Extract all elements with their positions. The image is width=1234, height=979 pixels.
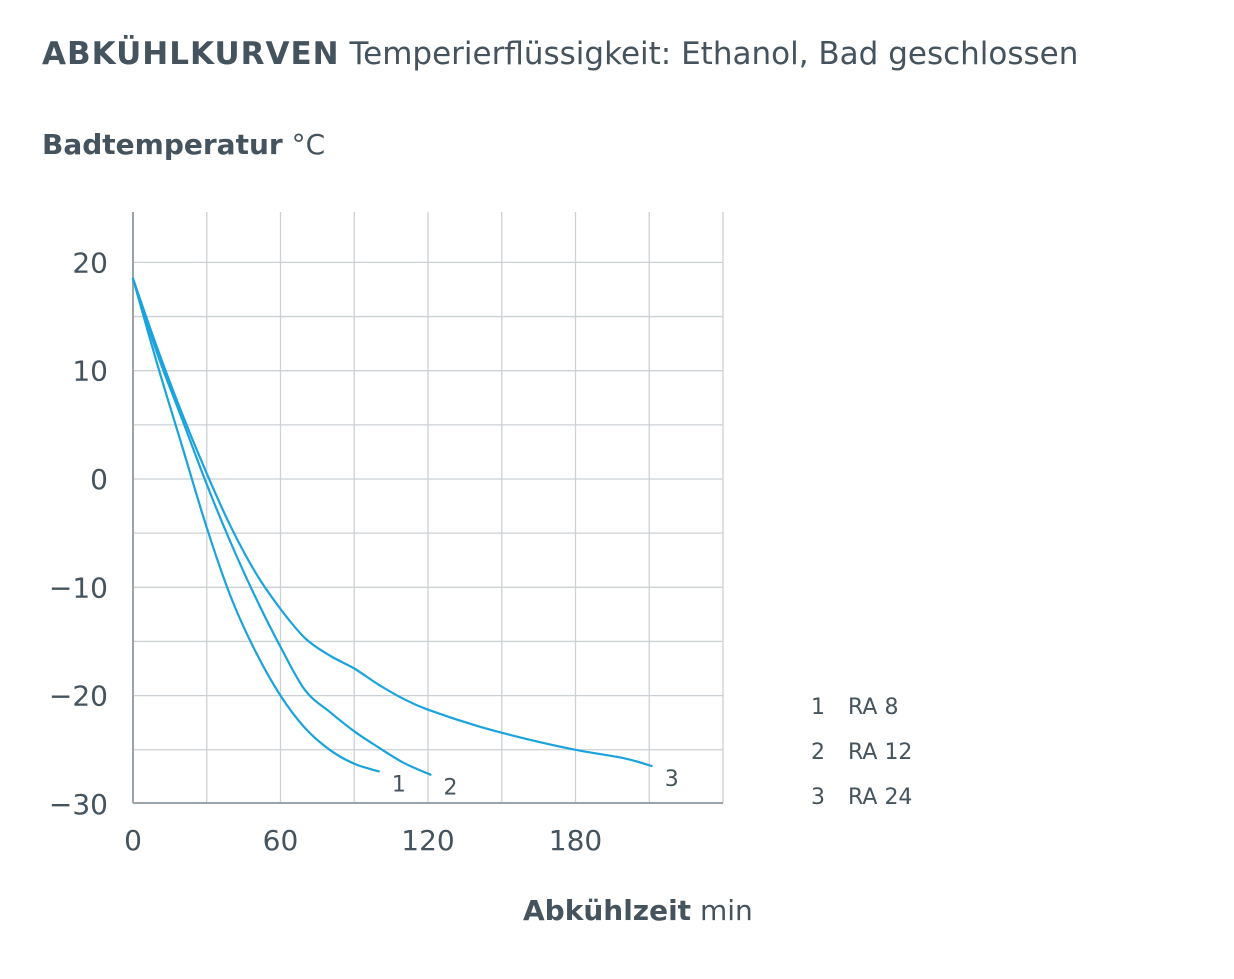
legend-label-1: RA 8 xyxy=(848,695,898,720)
y-tick-label: −30 xyxy=(49,788,108,821)
y-axis-label-name: Badtemperatur xyxy=(42,128,283,161)
legend-label-2: RA 12 xyxy=(848,740,912,765)
legend-number-1: 1 xyxy=(811,695,825,720)
x-tick-label: 180 xyxy=(549,824,602,857)
legend-number-3: 3 xyxy=(811,785,825,810)
x-tick-label: 120 xyxy=(401,824,454,857)
chart-title-subtitle: Temperierflüssigkeit: Ethanol, Bad gesch… xyxy=(349,36,1079,72)
y-tick-label: 0 xyxy=(90,463,108,496)
curve-series-1 xyxy=(131,277,380,773)
chart-title: ABKÜHLKURVEN Temperierflüssigkeit: Ethan… xyxy=(42,36,1078,72)
x-tick-label: 0 xyxy=(124,824,142,857)
curve-end-label-1: 1 xyxy=(392,772,406,797)
chart-title-bold: ABKÜHLKURVEN xyxy=(42,36,340,72)
y-tick-label: −20 xyxy=(49,680,108,713)
curve-end-label-2: 2 xyxy=(443,776,457,801)
y-axis-label-unit: °C xyxy=(291,128,326,161)
legend-number-2: 2 xyxy=(811,740,825,765)
curve-series-3 xyxy=(131,277,653,768)
y-tick-label: 20 xyxy=(72,246,108,279)
x-axis-label: Abkühlzeit min xyxy=(523,894,753,927)
y-tick-label: −10 xyxy=(49,571,108,604)
curve-end-label-3: 3 xyxy=(665,767,679,792)
legend-label-3: RA 24 xyxy=(848,785,912,810)
y-axis-label: Badtemperatur °C xyxy=(42,128,325,161)
x-tick-label: 60 xyxy=(263,824,299,857)
y-tick-label: 10 xyxy=(72,355,108,388)
curve-series-2 xyxy=(131,277,432,776)
x-axis-label-name: Abkühlzeit xyxy=(523,894,692,927)
x-axis-label-unit: min xyxy=(699,894,753,927)
